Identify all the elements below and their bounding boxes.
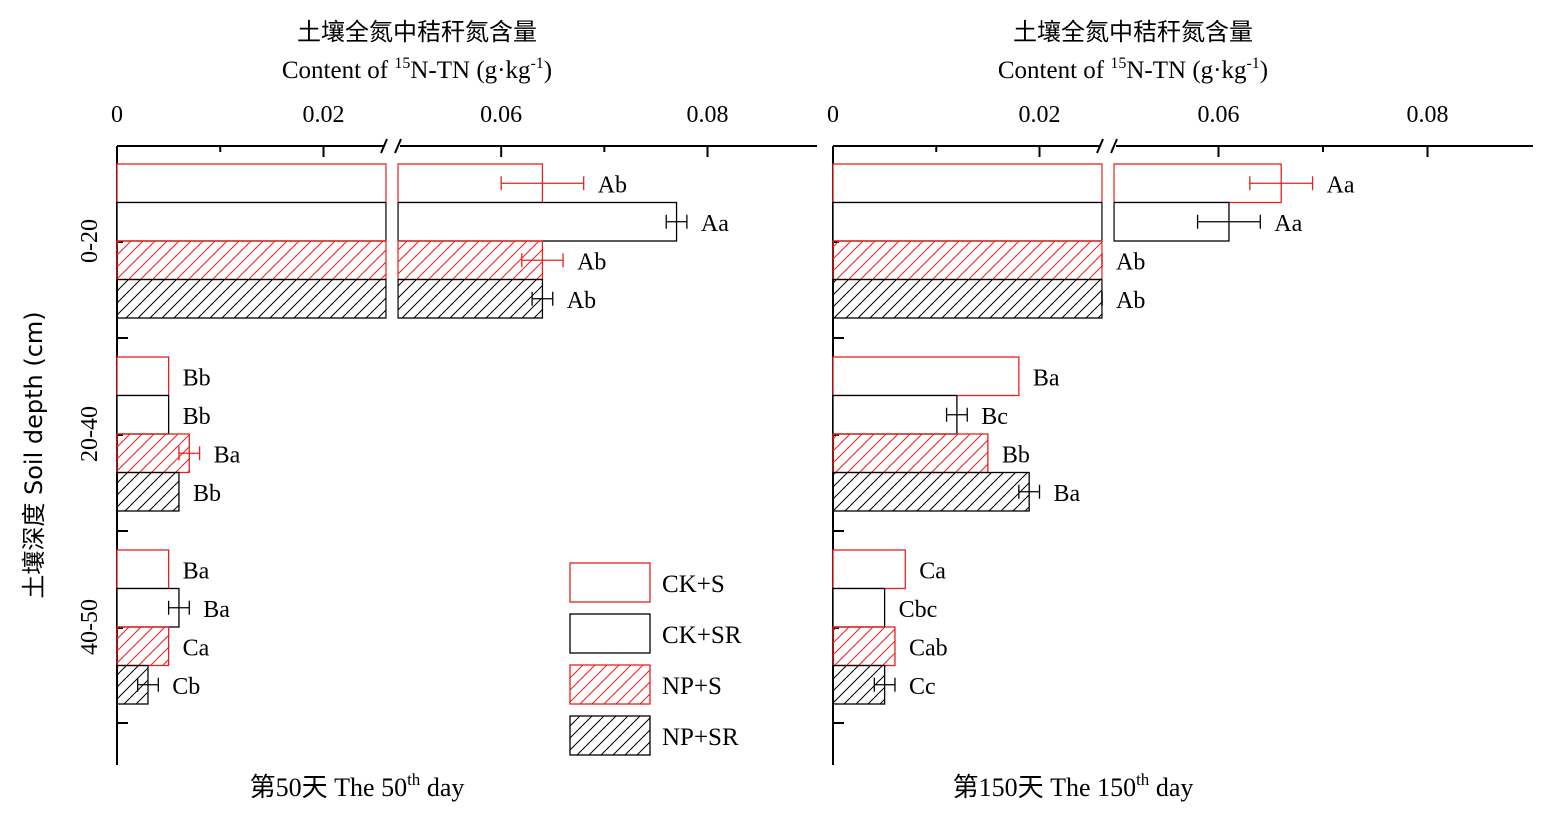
data-label: Ba	[1054, 481, 1081, 507]
bar	[832, 626, 896, 667]
bar	[116, 163, 387, 204]
data-label: Bb	[1002, 442, 1030, 468]
legend: CK+S CK+SR NP+S NP+SR	[569, 562, 742, 756]
x-tick-label: 0	[111, 102, 123, 128]
data-label: Cab	[909, 635, 948, 661]
bar-break-gap	[1102, 278, 1114, 319]
bar	[832, 587, 886, 628]
bar	[832, 201, 1103, 242]
bar	[116, 278, 387, 319]
data-label: Ab	[1116, 249, 1145, 275]
bar	[832, 394, 958, 435]
chart-panel-2: 0 0.02 0.06 0.08 土壤全氮中秸秆氮含量 Content of 15N-TN…	[827, 18, 1533, 802]
legend-label: CK+SR	[662, 622, 742, 649]
bar-break-gap	[386, 240, 398, 281]
bar	[116, 240, 387, 281]
legend-swatch	[569, 613, 651, 654]
bar	[116, 471, 180, 512]
legend-swatch	[569, 715, 651, 756]
panel-caption: 第50天 The 50th day	[250, 770, 465, 802]
category-label: 20-40	[77, 406, 103, 462]
axis-break-mark	[380, 138, 388, 154]
bar	[832, 240, 1103, 281]
bar-break-gap	[386, 201, 398, 242]
data-label: Cbc	[899, 597, 938, 623]
x-tick-label: 0.02	[1019, 102, 1061, 128]
data-label: Aa	[1327, 172, 1355, 198]
chart-title-en: Content of 15N-TN (g·kg-1)	[998, 55, 1268, 84]
bar-break-gap	[386, 278, 398, 319]
legend-swatch	[569, 664, 651, 705]
data-label: Ba	[203, 597, 230, 623]
data-label: Cb	[172, 674, 200, 700]
panel-caption: 第150天 The 150th day	[953, 770, 1194, 802]
bar	[832, 278, 1103, 319]
bar	[116, 201, 387, 242]
axis-break-mark	[1096, 138, 1104, 154]
chart-title-cn: 土壤全氮中秸秆氮含量	[1013, 18, 1253, 46]
chart-title-cn: 土壤全氮中秸秆氮含量	[297, 18, 537, 46]
legend-label: NP+S	[662, 673, 722, 700]
data-label: Bc	[981, 404, 1008, 430]
bar-break-gap	[386, 163, 398, 204]
x-tick-label: 0	[827, 102, 839, 128]
bar	[116, 394, 170, 435]
data-label: Ba	[214, 442, 241, 468]
y-axis-label: 土壤深度 Soil depth (cm)	[20, 311, 48, 598]
data-label: Ab	[567, 288, 596, 314]
data-label: Ab	[598, 172, 627, 198]
bar	[116, 626, 170, 667]
chart-panel-1: 0 0.02 0.06 0.08 0-20 20-40 40-50 土壤全氮中秸秆氮含量 Con…	[77, 18, 817, 802]
bar	[116, 433, 190, 474]
x-tick-label: 0.08	[1407, 102, 1449, 128]
bar	[116, 356, 170, 397]
legend-swatch	[569, 562, 651, 603]
x-tick-label: 0.06	[1198, 102, 1240, 128]
data-label: Ca	[183, 635, 210, 661]
bar-break-gap	[1102, 201, 1114, 242]
legend-label: NP+SR	[662, 724, 739, 751]
data-label: Ba	[1033, 365, 1060, 391]
data-label: Ca	[919, 558, 946, 584]
data-label: Ab	[1116, 288, 1145, 314]
bar	[397, 240, 544, 281]
bar	[397, 201, 678, 242]
data-label: Ab	[577, 249, 606, 275]
category-label: 0-20	[77, 219, 103, 263]
legend-label: CK+S	[662, 571, 725, 598]
data-label: Bb	[183, 365, 211, 391]
bar-break-gap	[1102, 240, 1114, 281]
chart-title-en: Content of 15N-TN (g·kg-1)	[282, 55, 552, 84]
bar-break-gap	[1102, 163, 1114, 204]
bar	[832, 356, 1020, 397]
bar	[832, 433, 989, 474]
data-label: Bb	[183, 404, 211, 430]
axis-break-mark	[394, 138, 402, 154]
bar	[832, 163, 1103, 204]
bar	[397, 278, 544, 319]
bar	[832, 471, 1030, 512]
x-tick-label: 0.08	[687, 102, 729, 128]
data-label: Aa	[701, 211, 729, 237]
data-label: Ba	[183, 558, 210, 584]
axis-break-mark	[1110, 138, 1118, 154]
bar	[832, 549, 906, 590]
data-label: Bb	[193, 481, 221, 507]
bar	[116, 549, 170, 590]
bar	[832, 664, 886, 705]
data-label: Cc	[909, 674, 936, 700]
category-label: 40-50	[77, 599, 103, 655]
x-tick-label: 0.02	[303, 102, 345, 128]
x-tick-label: 0.06	[480, 102, 522, 128]
data-label: Aa	[1274, 211, 1302, 237]
